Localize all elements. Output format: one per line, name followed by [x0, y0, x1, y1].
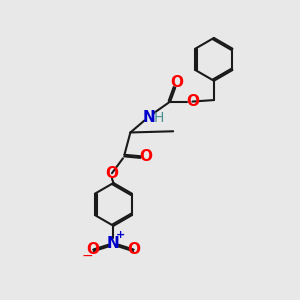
- Text: O: O: [87, 242, 100, 257]
- Text: −: −: [82, 249, 93, 263]
- Text: N: N: [107, 236, 120, 250]
- Text: O: O: [106, 166, 118, 181]
- Text: O: O: [139, 149, 152, 164]
- Text: N: N: [142, 110, 155, 124]
- Text: +: +: [116, 230, 125, 240]
- Text: O: O: [127, 242, 140, 257]
- Text: O: O: [186, 94, 199, 109]
- Text: O: O: [170, 75, 183, 90]
- Text: H: H: [154, 112, 164, 125]
